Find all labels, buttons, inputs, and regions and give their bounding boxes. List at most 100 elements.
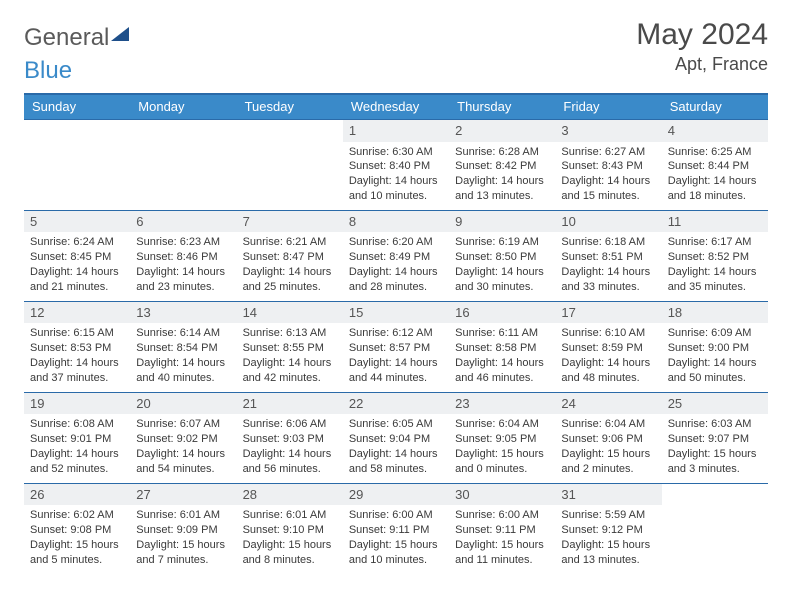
day-number: 27 — [130, 484, 236, 506]
sunrise-text: Sunrise: 6:04 AM — [561, 417, 655, 432]
sunrise-text: Sunrise: 6:01 AM — [136, 508, 230, 523]
day-cell-empty — [24, 120, 130, 210]
day-cell: 8Sunrise: 6:20 AMSunset: 8:49 PMDaylight… — [343, 211, 449, 301]
daylight-text: Daylight: 14 hours and 58 minutes. — [349, 447, 443, 477]
daylight-text: Daylight: 14 hours and 52 minutes. — [30, 447, 124, 477]
sunset-text: Sunset: 8:52 PM — [668, 250, 762, 265]
sunset-text: Sunset: 9:11 PM — [349, 523, 443, 538]
day-cell: 9Sunrise: 6:19 AMSunset: 8:50 PMDaylight… — [449, 211, 555, 301]
sunset-text: Sunset: 8:59 PM — [561, 341, 655, 356]
day-cell: 14Sunrise: 6:13 AMSunset: 8:55 PMDayligh… — [237, 302, 343, 392]
sunrise-text: Sunrise: 6:04 AM — [455, 417, 549, 432]
sunset-text: Sunset: 9:01 PM — [30, 432, 124, 447]
sunrise-text: Sunrise: 6:06 AM — [243, 417, 337, 432]
day-cell: 10Sunrise: 6:18 AMSunset: 8:51 PMDayligh… — [555, 211, 661, 301]
daylight-text: Daylight: 14 hours and 44 minutes. — [349, 356, 443, 386]
week-row: 1Sunrise: 6:30 AMSunset: 8:40 PMDaylight… — [24, 119, 768, 210]
logo: General — [24, 18, 129, 52]
day-number: 16 — [449, 302, 555, 324]
sunrise-text: Sunrise: 6:07 AM — [136, 417, 230, 432]
day-cell: 28Sunrise: 6:01 AMSunset: 9:10 PMDayligh… — [237, 484, 343, 574]
daylight-text: Daylight: 15 hours and 5 minutes. — [30, 538, 124, 568]
sunset-text: Sunset: 8:43 PM — [561, 159, 655, 174]
day-number: 2 — [449, 120, 555, 142]
day-number: 12 — [24, 302, 130, 324]
daylight-text: Daylight: 15 hours and 7 minutes. — [136, 538, 230, 568]
day-cell: 20Sunrise: 6:07 AMSunset: 9:02 PMDayligh… — [130, 393, 236, 483]
daylight-text: Daylight: 15 hours and 13 minutes. — [561, 538, 655, 568]
day-number: 14 — [237, 302, 343, 324]
daylight-text: Daylight: 14 hours and 56 minutes. — [243, 447, 337, 477]
daylight-text: Daylight: 14 hours and 33 minutes. — [561, 265, 655, 295]
daylight-text: Daylight: 14 hours and 23 minutes. — [136, 265, 230, 295]
day-cell: 30Sunrise: 6:00 AMSunset: 9:11 PMDayligh… — [449, 484, 555, 574]
sunrise-text: Sunrise: 6:30 AM — [349, 145, 443, 160]
title-block: May 2024 Apt, France — [636, 18, 768, 75]
day-cell: 2Sunrise: 6:28 AMSunset: 8:42 PMDaylight… — [449, 120, 555, 210]
day-cell: 15Sunrise: 6:12 AMSunset: 8:57 PMDayligh… — [343, 302, 449, 392]
day-number: 7 — [237, 211, 343, 233]
daylight-text: Daylight: 15 hours and 2 minutes. — [561, 447, 655, 477]
day-cell-empty — [130, 120, 236, 210]
sunset-text: Sunset: 8:47 PM — [243, 250, 337, 265]
weekday-wednesday: Wednesday — [343, 95, 449, 119]
daylight-text: Daylight: 15 hours and 8 minutes. — [243, 538, 337, 568]
sunset-text: Sunset: 8:49 PM — [349, 250, 443, 265]
sunset-text: Sunset: 9:07 PM — [668, 432, 762, 447]
sunrise-text: Sunrise: 6:13 AM — [243, 326, 337, 341]
daylight-text: Daylight: 14 hours and 40 minutes. — [136, 356, 230, 386]
sunrise-text: Sunrise: 5:59 AM — [561, 508, 655, 523]
daylight-text: Daylight: 14 hours and 35 minutes. — [668, 265, 762, 295]
location-label: Apt, France — [636, 54, 768, 75]
daylight-text: Daylight: 15 hours and 0 minutes. — [455, 447, 549, 477]
sunset-text: Sunset: 9:03 PM — [243, 432, 337, 447]
sunset-text: Sunset: 9:11 PM — [455, 523, 549, 538]
sunrise-text: Sunrise: 6:12 AM — [349, 326, 443, 341]
day-cell: 1Sunrise: 6:30 AMSunset: 8:40 PMDaylight… — [343, 120, 449, 210]
weekday-monday: Monday — [130, 95, 236, 119]
day-cell: 23Sunrise: 6:04 AMSunset: 9:05 PMDayligh… — [449, 393, 555, 483]
day-number: 28 — [237, 484, 343, 506]
sunrise-text: Sunrise: 6:28 AM — [455, 145, 549, 160]
sunset-text: Sunset: 9:00 PM — [668, 341, 762, 356]
weekday-header-row: SundayMondayTuesdayWednesdayThursdayFrid… — [24, 95, 768, 119]
day-cell: 26Sunrise: 6:02 AMSunset: 9:08 PMDayligh… — [24, 484, 130, 574]
weeks-container: 1Sunrise: 6:30 AMSunset: 8:40 PMDaylight… — [24, 119, 768, 574]
sunset-text: Sunset: 8:45 PM — [30, 250, 124, 265]
day-cell: 6Sunrise: 6:23 AMSunset: 8:46 PMDaylight… — [130, 211, 236, 301]
sunrise-text: Sunrise: 6:14 AM — [136, 326, 230, 341]
day-number: 15 — [343, 302, 449, 324]
day-cell: 3Sunrise: 6:27 AMSunset: 8:43 PMDaylight… — [555, 120, 661, 210]
day-cell-empty — [662, 484, 768, 574]
day-number: 29 — [343, 484, 449, 506]
day-cell: 4Sunrise: 6:25 AMSunset: 8:44 PMDaylight… — [662, 120, 768, 210]
daylight-text: Daylight: 14 hours and 48 minutes. — [561, 356, 655, 386]
daylight-text: Daylight: 14 hours and 54 minutes. — [136, 447, 230, 477]
day-number: 21 — [237, 393, 343, 415]
day-number: 10 — [555, 211, 661, 233]
daylight-text: Daylight: 14 hours and 42 minutes. — [243, 356, 337, 386]
daylight-text: Daylight: 15 hours and 11 minutes. — [455, 538, 549, 568]
day-cell: 27Sunrise: 6:01 AMSunset: 9:09 PMDayligh… — [130, 484, 236, 574]
week-row: 26Sunrise: 6:02 AMSunset: 9:08 PMDayligh… — [24, 483, 768, 574]
sunset-text: Sunset: 9:08 PM — [30, 523, 124, 538]
day-number: 9 — [449, 211, 555, 233]
day-number: 5 — [24, 211, 130, 233]
day-number: 26 — [24, 484, 130, 506]
week-row: 19Sunrise: 6:08 AMSunset: 9:01 PMDayligh… — [24, 392, 768, 483]
sunrise-text: Sunrise: 6:10 AM — [561, 326, 655, 341]
sunrise-text: Sunrise: 6:19 AM — [455, 235, 549, 250]
sunrise-text: Sunrise: 6:21 AM — [243, 235, 337, 250]
day-cell: 12Sunrise: 6:15 AMSunset: 8:53 PMDayligh… — [24, 302, 130, 392]
sunset-text: Sunset: 9:04 PM — [349, 432, 443, 447]
sunrise-text: Sunrise: 6:08 AM — [30, 417, 124, 432]
day-number: 24 — [555, 393, 661, 415]
day-number: 30 — [449, 484, 555, 506]
sunset-text: Sunset: 8:46 PM — [136, 250, 230, 265]
sunset-text: Sunset: 8:42 PM — [455, 159, 549, 174]
sunset-text: Sunset: 8:40 PM — [349, 159, 443, 174]
week-row: 12Sunrise: 6:15 AMSunset: 8:53 PMDayligh… — [24, 301, 768, 392]
day-cell: 21 Sunrise: 6:06 AMSunset: 9:03 PMDayligh… — [237, 393, 343, 483]
sunset-text: Sunset: 9:05 PM — [455, 432, 549, 447]
daylight-text: Daylight: 14 hours and 25 minutes. — [243, 265, 337, 295]
